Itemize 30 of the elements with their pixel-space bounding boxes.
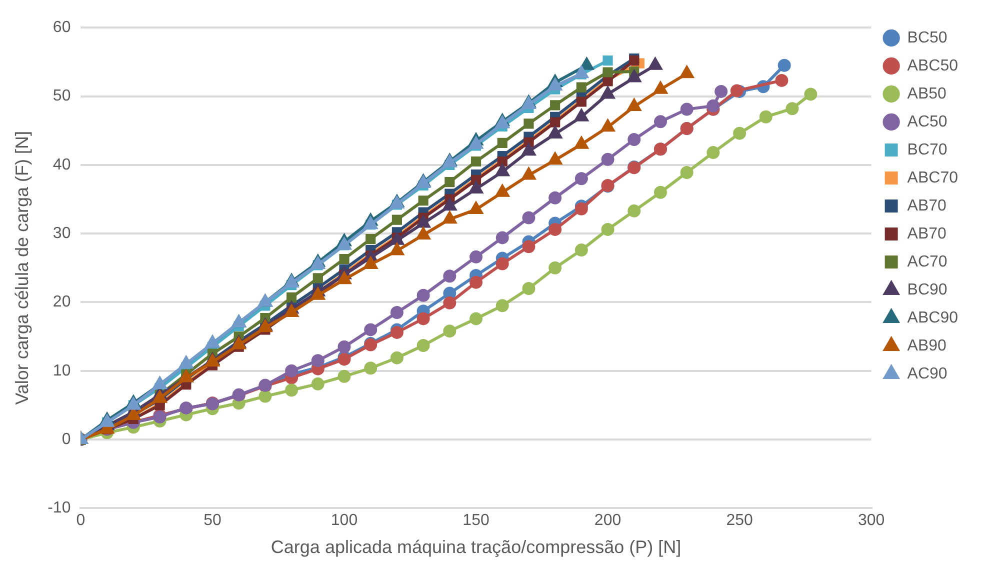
x-tick-label: 100 (330, 512, 358, 530)
y-tick-label: 40 (52, 156, 71, 174)
y-tick-label: 50 (52, 88, 71, 105)
legend-label: ABC90 (907, 309, 958, 326)
y-tick-label: 20 (52, 294, 71, 311)
legend-label: BC90 (907, 281, 948, 298)
y-tick-label: -10 (48, 500, 71, 517)
legend-label: BC70 (907, 141, 948, 158)
y-axis-title: Valor carga célula de carga (F) [N] (12, 131, 32, 405)
legend-label: AC70 (907, 253, 948, 270)
legend-label: AB70 (907, 197, 947, 214)
legend-label: AB70 (907, 225, 947, 242)
y-tick-label: 30 (52, 224, 71, 242)
x-tick-label: 0 (76, 512, 86, 530)
legend-label: AC50 (907, 113, 948, 130)
x-tick-label: 200 (594, 512, 622, 530)
legend-label: AC90 (907, 365, 948, 382)
x-tick-label: 300 (858, 512, 885, 530)
x-tick-label: 250 (726, 512, 753, 530)
x-axis-title: Carga aplicada máquina tração/compressão (P) [N] (270, 537, 682, 558)
legend-label: ABC70 (907, 169, 958, 186)
y-tick-label: 0 (62, 430, 71, 448)
y-tick-label: 60 (52, 19, 71, 36)
x-tick-label: 50 (204, 512, 222, 530)
x-tick-label: 150 (462, 512, 490, 530)
y-tick-label: 10 (52, 362, 71, 380)
legend-label: AB50 (907, 85, 947, 102)
legend-label: ABC50 (907, 57, 958, 74)
legend-label: AB90 (907, 337, 947, 354)
legend-label: BC50 (907, 29, 948, 46)
